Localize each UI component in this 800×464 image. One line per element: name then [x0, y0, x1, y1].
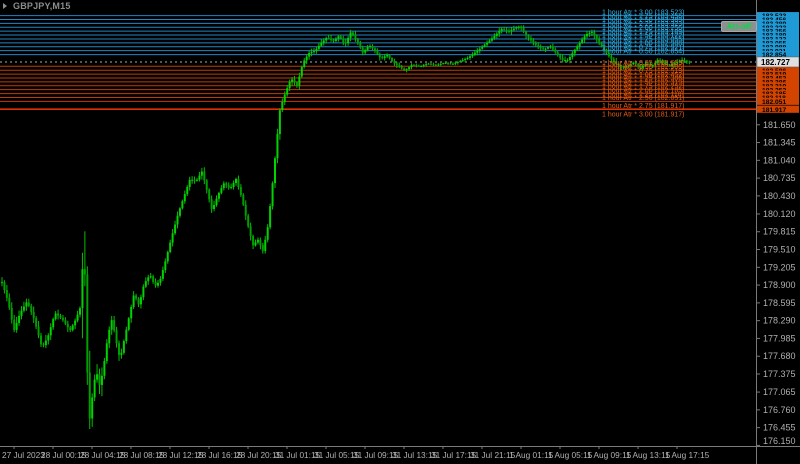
svg-text:182.051: 182.051 [762, 99, 786, 106]
atr-label-upper: 1 hour Atr * 2.00 (183.256) [602, 25, 685, 32]
atr-label-lower: 1 hour Atr * 0.75 (182.519) [602, 68, 685, 75]
time-axis-label: 1 Aug 13:15 [626, 450, 671, 460]
price-tick-label: 177.985 [763, 333, 796, 343]
price-tick-label: 177.375 [763, 369, 796, 379]
atr-off-button[interactable]: Atr-off [721, 21, 757, 32]
time-axis-label: 31 Jul 17:15 [431, 450, 477, 460]
price-tag-upper [757, 47, 799, 55]
time-axis-label: 31 Jul 21:15 [470, 450, 516, 460]
price-tick-label: 179.205 [763, 262, 796, 272]
atr-label-lower: 1 hour Atr * 1.75 (182.252) [602, 83, 685, 90]
price-tag-upper [757, 23, 799, 31]
atr-label-upper: 1 hour Atr * 1.75 (183.189) [602, 29, 685, 36]
price-tag-lower [757, 78, 799, 86]
time-axis-label: 27 Jul 2023 [2, 450, 45, 460]
time-axis-label: 1 Aug 09:15 [587, 450, 632, 460]
price-tag-lower [757, 86, 799, 94]
price-scale[interactable]: 181.650 181.345 181.040 180.735 180.430 180.1… [756, 0, 800, 464]
one-click-trading-icon[interactable] [3, 3, 7, 9]
price-tick-label: 180.735 [763, 173, 796, 183]
svg-text:182.854: 182.854 [762, 52, 786, 59]
price-tag-upper [757, 15, 799, 23]
time-axis-label: 1 Aug 01:15 [509, 450, 554, 460]
atr-label-upper: 1 hour Atr * 1.25 (183.055) [602, 37, 685, 44]
atr-label-upper: 1 hour Atr * 2.75 (183.456) [602, 13, 685, 20]
time-axis-label: 1 Aug 17:15 [665, 450, 710, 460]
atr-label-lower: 1 hour Atr * 2.25 (182.118) [602, 91, 684, 98]
price-tick-label: 179.815 [763, 227, 796, 237]
time-axis-label: 31 Jul 09:15 [353, 450, 399, 460]
price-tick-label: 181.040 [763, 155, 796, 165]
price-tag-upper [757, 39, 799, 47]
price-tick-label: 181.650 [763, 120, 796, 130]
time-axis-label: 28 Jul 04:15 [80, 450, 126, 460]
price-tick-label: 181.345 [763, 138, 796, 148]
price-tick-label: 176.760 [763, 405, 796, 415]
price-tag-lower [757, 82, 799, 90]
price-tag-lower [757, 66, 799, 74]
atr-labels: 1 hour Atr * 3.00 (183.523)1 hour Atr * … [602, 9, 685, 118]
atr-label-lower: 1 hour Atr * 0.25 (182.653) [602, 60, 685, 67]
time-axis-label: 28 Jul 20:15 [236, 450, 282, 460]
atr-label-upper: 1 hour Atr * 0.75 (182.921) [602, 44, 685, 51]
price-tag-upper [757, 31, 799, 39]
price-tick-label: 179.510 [763, 245, 796, 255]
price-tag-lower [757, 70, 799, 78]
atr-label-lower: 1 hour Atr * 1.50 (182.319) [602, 80, 685, 87]
price-tick-label: 176.150 [763, 436, 796, 446]
price-tick-label: 176.455 [763, 423, 796, 433]
price-tick-label: 178.900 [763, 280, 796, 290]
price-tick-label: 178.595 [763, 298, 796, 308]
symbol-timeframe-label: GBPJPY,M15 [13, 1, 71, 11]
time-axis-label: 31 Jul 13:15 [392, 450, 438, 460]
price-tick-label: 177.680 [763, 351, 796, 361]
price-tick-label: 178.290 [763, 316, 796, 326]
atr-label-upper: 1 hour Atr * 0.50 (182.854) [602, 48, 685, 55]
price-tick-label: 180.120 [763, 209, 796, 219]
atr-label-upper: 1 hour Atr * 1.00 (182.988) [602, 41, 685, 48]
atr-label-lower-extreme: 1 hour Atr * 3.00 (181.917) [602, 112, 685, 119]
price-tag-lower [757, 93, 799, 101]
atr-label-lower: 1 hour Atr * 1.25 (182.386) [602, 76, 685, 83]
atr-label-lower: 1 hour Atr * 2.00 (182.185) [602, 87, 685, 94]
svg-text:181.917: 181.917 [762, 107, 786, 114]
atr-label-lower: 1 hour Atr * 1.00 (182.452) [602, 72, 685, 79]
time-axis-label: 28 Jul 16:15 [197, 450, 243, 460]
price-tag-lower [757, 74, 799, 82]
time-axis-label: 28 Jul 00:15 [41, 450, 87, 460]
atr-label-lower: 1 hour Atr * 0.50 (182.586) [602, 64, 685, 71]
candles [1, 25, 691, 430]
time-axis-label: 31 Jul 01:15 [275, 450, 321, 460]
price-tag-upper [757, 27, 799, 35]
price-tag-lower [757, 97, 799, 105]
atr-label-upper: 1 hour Atr * 2.50 (183.389) [602, 17, 685, 24]
price-tag-upper [757, 19, 799, 27]
price-tag-upper [757, 43, 799, 51]
time-axis-label: 31 Jul 05:15 [314, 450, 360, 460]
time-axis-label: 28 Jul 08:15 [119, 450, 165, 460]
atr-label-upper: 1 hour Atr * 1.50 (183.122) [602, 33, 685, 40]
price-tag-upper [757, 12, 799, 20]
price-tag-upper [757, 51, 799, 59]
atr-label-upper: 1 hour Atr * 3.00 (183.523) [602, 9, 685, 16]
time-axis-label: 28 Jul 12:15 [158, 450, 204, 460]
price-tag-lower-extreme [757, 105, 799, 113]
price-tag-upper [757, 35, 799, 43]
svg-text:182.727: 182.727 [761, 58, 790, 67]
atr-label-lower: 1 hour Atr * 2.75 (181.917) [602, 103, 685, 110]
current-price-tag [756, 56, 800, 68]
time-axis-label: 1 Aug 05:15 [548, 450, 593, 460]
atr-label-lower: 1 hour Atr * 2.50 (182.051) [602, 95, 685, 102]
price-tag-lower [757, 90, 799, 98]
atr-label-upper: 1 hour Atr * 2.25 (183.323) [602, 21, 685, 28]
price-tick-label: 177.065 [763, 387, 796, 397]
price-tick-label: 180.430 [763, 191, 796, 201]
